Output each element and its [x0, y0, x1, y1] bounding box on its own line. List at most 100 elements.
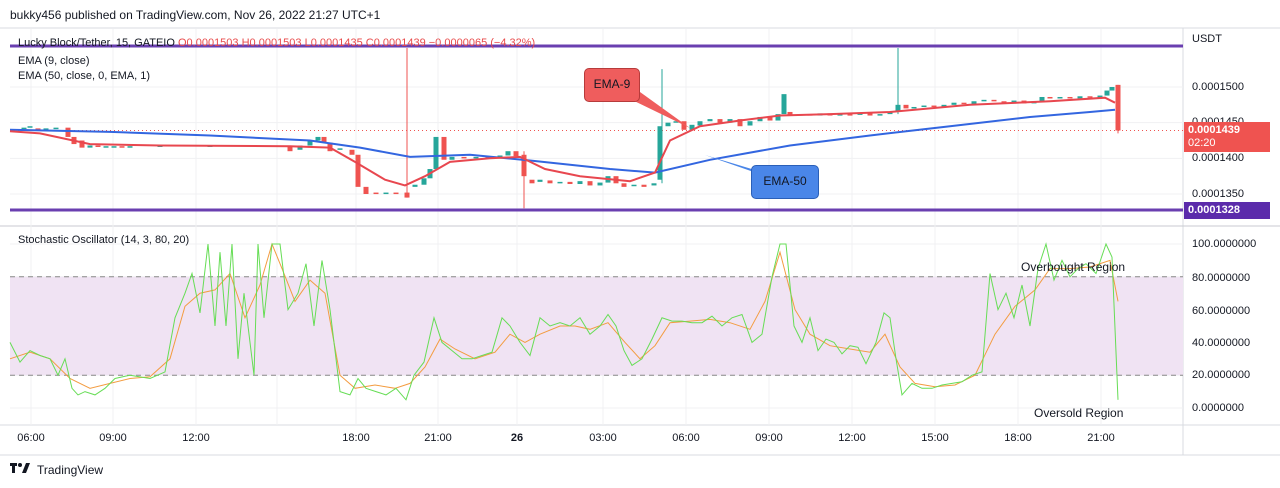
- candle: [895, 104, 901, 112]
- candle: [65, 127, 71, 137]
- candle: [433, 136, 439, 170]
- candle: [867, 113, 873, 116]
- candle: [1011, 100, 1017, 103]
- candle: [621, 183, 627, 187]
- candle: [1039, 96, 1045, 102]
- candle: [537, 179, 543, 182]
- candle: [421, 178, 427, 185]
- symbol-name: Lucky Block/Tether, 15, GATEIO: [18, 37, 175, 49]
- candle: [1109, 87, 1115, 91]
- stochastic-k-line[interactable]: [9, 242, 1119, 401]
- candle: [673, 121, 679, 123]
- candle: [911, 106, 917, 109]
- candle: [857, 113, 863, 115]
- candle: [111, 146, 117, 148]
- ema50-callout[interactable]: EMA-50: [751, 165, 819, 199]
- candle: [513, 151, 519, 157]
- ohlc-values: O0.0001503 H0.0001503 L0.0001435 C0.0001…: [177, 37, 536, 49]
- candle: [383, 192, 389, 195]
- candle: [697, 121, 703, 126]
- time-tick: 09:00: [99, 432, 127, 444]
- candle: [412, 184, 418, 187]
- candle: [307, 140, 313, 146]
- ema9-line[interactable]: [9, 96, 1116, 187]
- candle: [587, 181, 593, 186]
- candle: [557, 181, 563, 184]
- candle: [1077, 96, 1083, 99]
- osc-tick: 100.0000000: [1192, 238, 1257, 250]
- candlesticks[interactable]: [21, 84, 1121, 198]
- candle: [1097, 95, 1103, 98]
- brand-name: TradingView: [37, 462, 104, 477]
- candle: [651, 183, 657, 186]
- candle: [681, 121, 687, 130]
- candle: [529, 179, 535, 184]
- time-tick: 06:00: [17, 432, 45, 444]
- osc-tick: 40.0000000: [1192, 337, 1251, 349]
- candle: [355, 154, 361, 187]
- osc-tick: 20.0000000: [1192, 369, 1251, 381]
- candle: [1087, 96, 1093, 98]
- candle: [53, 127, 59, 130]
- time-tick: 18:00: [342, 432, 370, 444]
- footer-brand[interactable]: TradingView: [10, 462, 103, 477]
- published-by: bukky456 published on TradingView.com, N…: [10, 8, 381, 22]
- candle: [1067, 96, 1073, 99]
- candle: [597, 182, 603, 186]
- oversold-label: Oversold Region: [1034, 406, 1124, 420]
- candle: [951, 102, 957, 105]
- candle: [717, 119, 723, 123]
- candle: [961, 102, 967, 105]
- candle: [87, 145, 93, 148]
- candle: [781, 94, 787, 115]
- candle: [95, 145, 101, 147]
- candle: [757, 116, 763, 122]
- candle: [287, 145, 293, 152]
- candle: [363, 186, 369, 194]
- candle: [21, 127, 27, 130]
- symbol-legend[interactable]: Lucky Block/Tether, 15, GATEIO O0.000150…: [18, 37, 535, 49]
- time-tick: 12:00: [182, 432, 210, 444]
- candle: [461, 156, 467, 159]
- candle: [931, 105, 937, 108]
- candle: [1047, 96, 1053, 99]
- ema50-line[interactable]: [9, 108, 1116, 174]
- candle: [847, 114, 853, 116]
- candle: [337, 148, 343, 150]
- osc-tick: 60.0000000: [1192, 305, 1251, 317]
- candle: [1001, 101, 1007, 103]
- time-tick: 18:00: [1004, 432, 1032, 444]
- candle: [393, 192, 399, 195]
- candle: [119, 146, 125, 148]
- candle: [521, 154, 527, 177]
- candle: [43, 128, 49, 130]
- candle: [321, 136, 327, 143]
- candle: [349, 149, 355, 155]
- candle: [707, 119, 713, 122]
- stochastic-d-line[interactable]: [9, 242, 1119, 389]
- ema50-callout-pointer: [705, 155, 765, 176]
- candle: [903, 104, 909, 109]
- candle: [747, 121, 753, 126]
- candle: [737, 119, 743, 127]
- candle: [127, 146, 133, 148]
- ema9-callout[interactable]: EMA-9: [584, 68, 640, 102]
- candle: [921, 105, 927, 108]
- candle: [941, 104, 947, 107]
- current-price-tag: 0.0001439 02:20: [1184, 122, 1270, 152]
- price-tick: 0.0001400: [1192, 152, 1244, 164]
- candle: [787, 111, 793, 116]
- candle: [404, 192, 410, 198]
- candle: [315, 136, 321, 141]
- candle: [991, 99, 997, 102]
- candle: [767, 116, 773, 121]
- candle: [1057, 96, 1063, 99]
- ema50-legend[interactable]: EMA (50, close, 0, EMA, 1): [18, 70, 151, 82]
- overbought-label: Overbought Region: [1021, 260, 1126, 274]
- price-tick: 0.0001350: [1192, 188, 1244, 200]
- oscillator-legend[interactable]: Stochastic Oscillator (14, 3, 80, 20): [18, 234, 190, 246]
- candle: [547, 180, 553, 184]
- ema9-legend[interactable]: EMA (9, close): [18, 55, 90, 67]
- time-tick-day: 26: [510, 432, 524, 444]
